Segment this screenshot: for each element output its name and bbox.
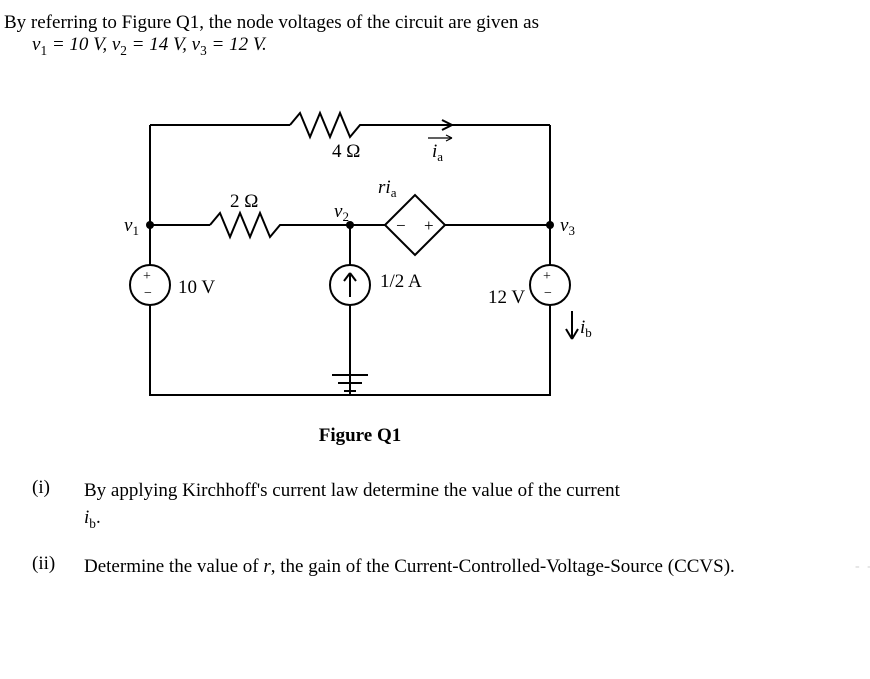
question-ii-num: (ii) <box>32 553 84 581</box>
ccvs-minus: − <box>396 216 406 235</box>
src-left-plus: + <box>143 269 151 284</box>
intro-line-1: By referring to Figure Q1, the node volt… <box>4 12 858 34</box>
label-src-left: 10 V <box>178 277 215 298</box>
src-right-plus: + <box>543 269 551 284</box>
ellipsis-icon: - - - <box>855 559 870 575</box>
circuit-svg: 4 Ω ia ria 2 Ω v1 v2 v3 − + + − 10 V 1/2… <box>110 95 610 415</box>
src-left-minus: − <box>144 286 152 301</box>
question-ii-text: Determine the value of r, the gain of th… <box>84 553 858 581</box>
label-v1: v1 <box>124 215 139 238</box>
label-r-left: 2 Ω <box>230 191 258 212</box>
question-i: (i) By applying Kirchhoff's current law … <box>4 477 858 534</box>
label-ib: ib <box>580 317 592 340</box>
figure-caption: Figure Q1 <box>110 425 610 447</box>
label-v2: v2 <box>334 201 349 224</box>
label-src-right: 12 V <box>488 287 525 308</box>
label-src-mid: 1/2 A <box>380 271 422 292</box>
label-r-top: 4 Ω <box>332 141 360 162</box>
label-v3: v3 <box>560 215 575 238</box>
circuit-diagram: 4 Ω ia ria 2 Ω v1 v2 v3 − + + − 10 V 1/2… <box>110 95 610 415</box>
given-values: v1 = 10 V, v2 = 14 V, v3 = 12 V. <box>32 34 267 55</box>
label-ia: ia <box>432 141 443 164</box>
question-i-text: By applying Kirchhoff's current law dete… <box>84 477 858 534</box>
question-i-num: (i) <box>32 477 84 534</box>
ccvs-plus: + <box>424 216 434 235</box>
label-ria: ria <box>378 177 397 200</box>
intro-line-2: v1 = 10 V, v2 = 14 V, v3 = 12 V. <box>32 34 858 59</box>
question-ii: (ii) Determine the value of r, the gain … <box>4 553 858 581</box>
src-right-minus: − <box>544 286 552 301</box>
